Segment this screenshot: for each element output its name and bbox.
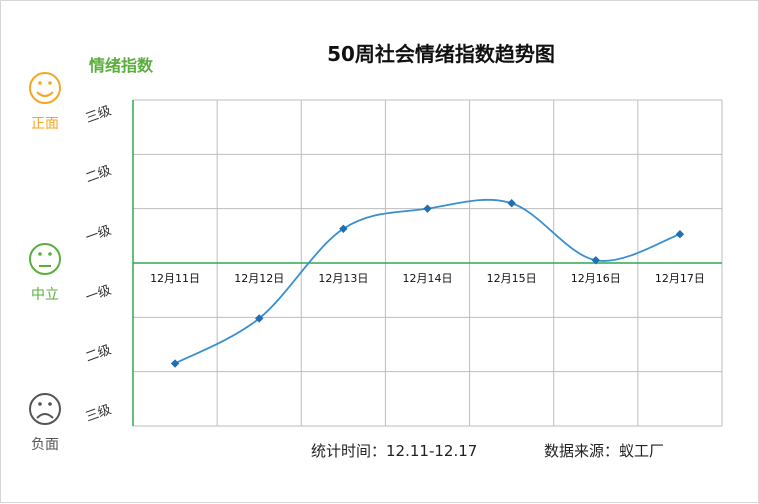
footer-period: 统计时间：12.11-12.17	[311, 442, 477, 460]
data-point	[170, 359, 180, 368]
x-tick-label: 12月14日	[403, 272, 453, 285]
mood-positive: 正面	[29, 72, 61, 132]
data-point	[339, 224, 348, 233]
data-point	[507, 199, 516, 208]
x-tick-label: 12月16日	[571, 272, 621, 285]
data-point	[591, 256, 600, 265]
mood-neutral: 中立	[29, 243, 61, 303]
y-tick-label: 二级	[84, 343, 114, 366]
data-point	[675, 230, 685, 239]
x-tick-label: 12月17日	[655, 272, 705, 285]
frown-icon	[29, 393, 61, 425]
y-tick-label: 一级	[84, 223, 114, 246]
y-tick-label: 三级	[84, 103, 114, 126]
y-tick-label: 三级	[84, 402, 114, 425]
smile-icon	[29, 72, 61, 104]
data-point	[255, 314, 264, 323]
data-point	[423, 204, 432, 213]
chart-axes	[132, 100, 722, 426]
y-axis-label: 情绪指数	[89, 56, 154, 75]
x-tick-labels: 12月11日 12月12日 12月13日 12月14日 12月15日 12月16日 12月1…	[150, 272, 705, 285]
series-line	[170, 198, 685, 368]
x-tick-label: 12月11日	[150, 272, 200, 285]
mood-positive-label: 正面	[31, 116, 59, 132]
y-tick-label: 一级	[84, 283, 114, 306]
x-tick-label: 12月15日	[487, 272, 537, 285]
y-tick-label: 二级	[84, 163, 114, 186]
mood-negative-label: 负面	[31, 437, 59, 453]
mood-negative: 负面	[29, 393, 61, 453]
neutral-face-icon	[29, 243, 61, 275]
x-tick-label: 12月13日	[318, 272, 368, 285]
x-tick-label: 12月12日	[234, 272, 284, 285]
mood-neutral-label: 中立	[31, 287, 59, 303]
chart-title: 50周社会情绪指数趋势图	[327, 42, 555, 66]
footer-source: 数据来源：蚁工厂	[544, 442, 664, 460]
